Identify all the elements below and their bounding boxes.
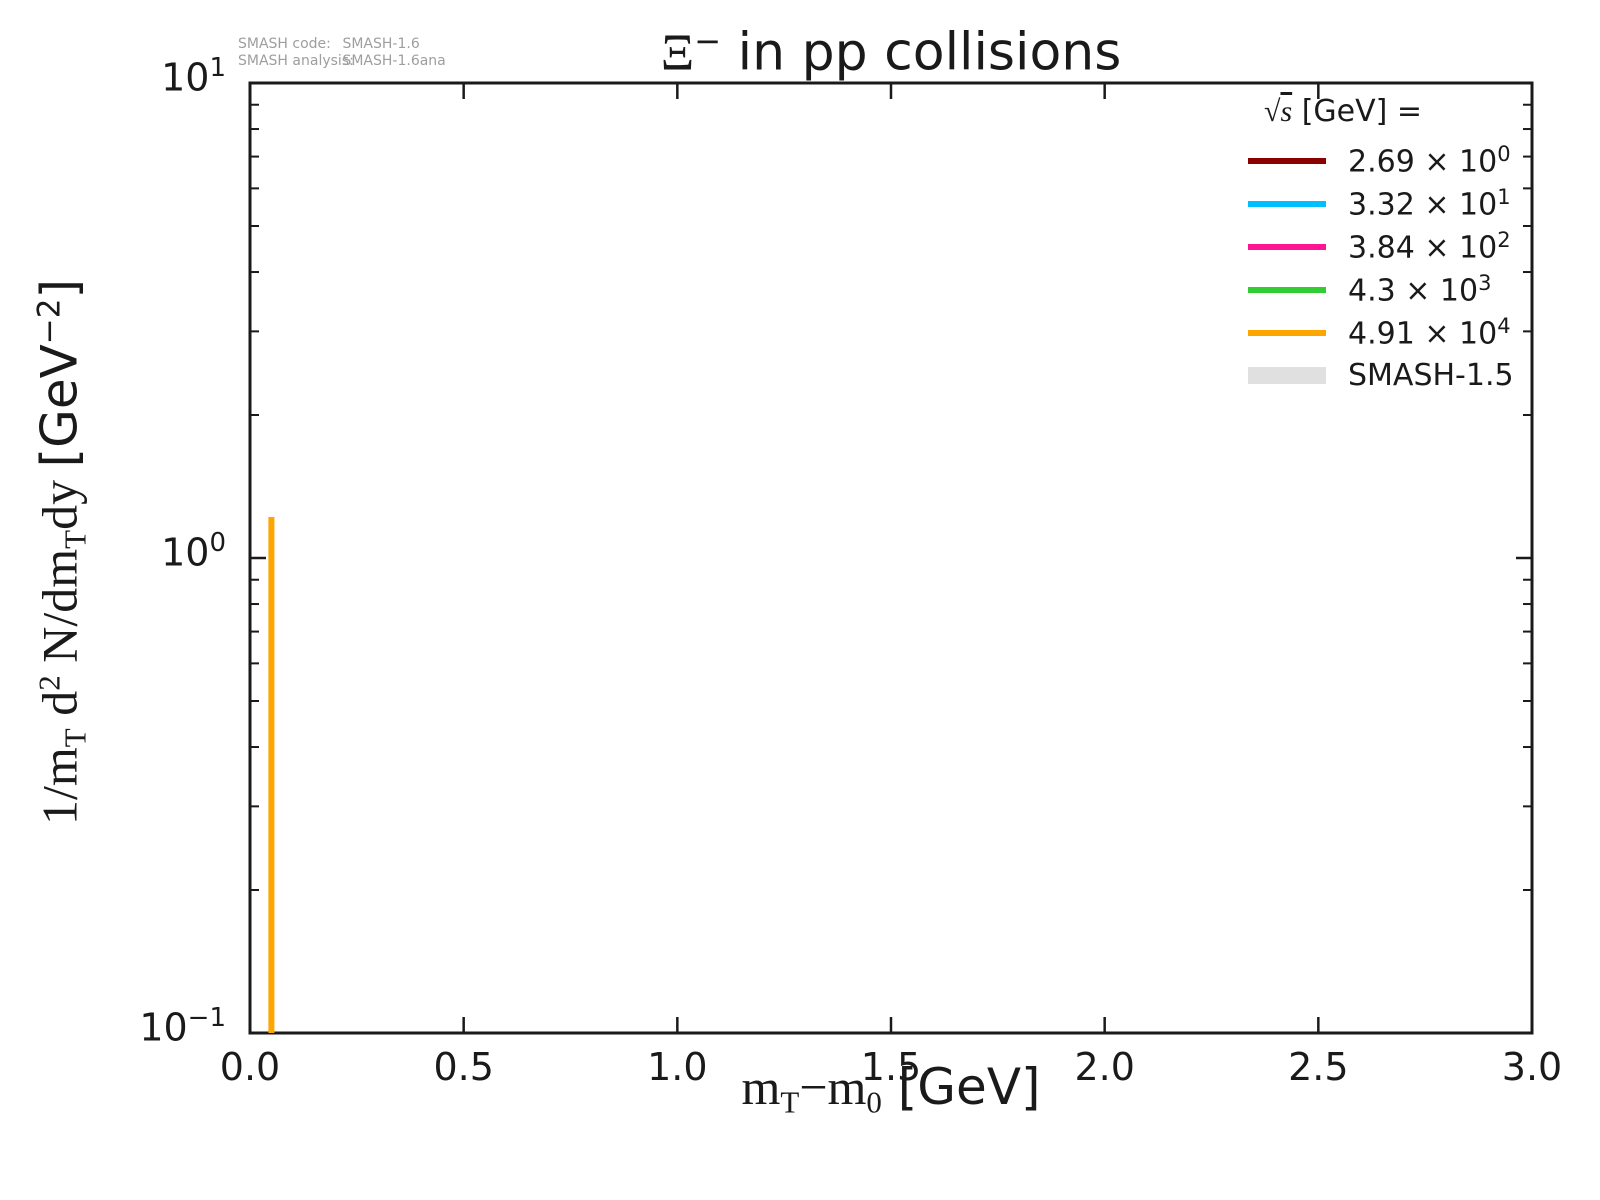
legend-swatch-band (1248, 367, 1326, 384)
label-part: − (694, 22, 722, 60)
legend-label-exponent: 4 (1497, 313, 1511, 338)
legend-swatch-line (1248, 243, 1326, 250)
label-part: [GeV (30, 344, 89, 468)
legend: √s [GeV] = 2.69 × 100 3.32 × 101 3.84 × 10… (1248, 94, 1534, 397)
label-part: Ξ (660, 24, 695, 82)
watermark: SMASH code: SMASH-1.6 SMASH analysis: SM… (238, 36, 446, 70)
legend-color-bar (1248, 286, 1326, 293)
legend-entry: 4.3 × 103 (1248, 268, 1534, 311)
legend-label-exponent: 0 (1497, 141, 1511, 166)
y-tick-base: 10 (161, 55, 210, 100)
x-tick-label: 1.0 (647, 1045, 708, 1089)
label-part: T (57, 529, 93, 549)
legend-label-base: 4.91 × 10 (1348, 316, 1498, 352)
label-part: T (57, 728, 93, 748)
legend-label: 4.3 × 103 (1348, 271, 1491, 309)
x-tick-label: 2.0 (1074, 1045, 1135, 1089)
x-tick-label: 1.5 (860, 1045, 922, 1089)
label-part: √ (1264, 95, 1281, 128)
label-part: −m (799, 1059, 867, 1115)
legend-label: 3.32 × 101 (1348, 185, 1511, 223)
watermark-analysis-label: SMASH analysis: (238, 53, 354, 69)
label-part: [GeV] (881, 1058, 1041, 1116)
legend-label: 2.69 × 100 (1348, 142, 1511, 180)
label-part: d (31, 690, 88, 729)
legend-label-base: 2.69 × 10 (1348, 144, 1498, 180)
label-part: 0 (866, 1084, 882, 1120)
legend-label-exponent: 2 (1497, 227, 1511, 252)
y-tick-label: 101 (116, 53, 226, 99)
legend-label: 3.84 × 102 (1348, 228, 1511, 266)
watermark-analysis-value: SMASH-1.6ana (342, 53, 446, 69)
legend-label-base: SMASH-1.5 (1348, 358, 1514, 393)
label-part: 1/m (31, 747, 88, 826)
legend-header: √s [GeV] = (1248, 94, 1534, 129)
legend-entry: 3.32 × 101 (1248, 182, 1534, 225)
legend-color-bar (1248, 243, 1326, 250)
legend-entry: SMASH-1.5 (1248, 354, 1534, 397)
label-part: −2 (31, 298, 68, 345)
y-tick-label: 10−1 (116, 1003, 226, 1049)
x-axis-label: mT−m0 [GeV] (741, 1058, 1040, 1121)
legend-swatch-line (1248, 157, 1326, 164)
legend-label-base: 3.32 × 10 (1348, 187, 1498, 223)
legend-label: 4.91 × 104 (1348, 314, 1511, 352)
legend-label: SMASH-1.5 (1348, 358, 1514, 393)
x-tick-label: 2.5 (1288, 1045, 1349, 1089)
label-part: m (741, 1059, 781, 1115)
legend-entry: 3.84 × 102 (1248, 225, 1534, 268)
legend-label-exponent: 1 (1497, 184, 1511, 209)
legend-color-bar (1248, 157, 1326, 164)
y-tick-exponent: −1 (187, 1003, 226, 1033)
legend-entry: 4.91 × 104 (1248, 311, 1534, 354)
y-tick-base: 10 (161, 530, 210, 575)
y-tick-label: 100 (116, 528, 226, 574)
x-tick-label: 3.0 (1501, 1045, 1563, 1089)
label-part: 2 (31, 675, 67, 691)
label-part: ] (30, 278, 89, 299)
legend-label-exponent: 3 (1478, 270, 1492, 295)
label-part: N/dm (31, 548, 88, 676)
y-tick-exponent: 1 (209, 53, 226, 83)
label-part: in pp collisions (721, 22, 1122, 83)
legend-swatch-line (1248, 286, 1326, 293)
x-tick-label: 0.5 (433, 1045, 494, 1089)
label-part: [GeV] = (1292, 94, 1422, 129)
legend-entry: 2.69 × 100 (1248, 139, 1534, 182)
chart-title: Ξ− in pp collisions (661, 22, 1122, 83)
x-tick-label: 0.0 (219, 1045, 281, 1089)
legend-color-bar (1248, 329, 1326, 336)
y-tick-exponent: 0 (209, 528, 226, 558)
y-tick-base: 10 (139, 1005, 188, 1050)
watermark-code-row: SMASH code: SMASH-1.6 (238, 36, 446, 53)
watermark-analysis-row: SMASH analysis: SMASH-1.6ana (238, 53, 446, 70)
label-part: dy (31, 467, 88, 530)
label-part: s (1280, 95, 1293, 128)
legend-color-bar (1248, 200, 1326, 207)
legend-rows: 2.69 × 100 3.32 × 101 3.84 × 102 4.3 × 103 4… (1248, 139, 1534, 397)
legend-label-base: 4.3 × 10 (1348, 273, 1479, 309)
legend-label-base: 3.84 × 10 (1348, 230, 1498, 266)
label-part: T (780, 1084, 800, 1120)
legend-swatch-line (1248, 329, 1326, 336)
legend-color-bar (1248, 367, 1326, 384)
legend-swatch-line (1248, 200, 1326, 207)
y-axis-label: 1/mT d2 N/dmTdy [GeV−2] (31, 279, 94, 825)
watermark-code-label: SMASH code: (238, 36, 331, 52)
watermark-code-value: SMASH-1.6 (342, 36, 420, 52)
